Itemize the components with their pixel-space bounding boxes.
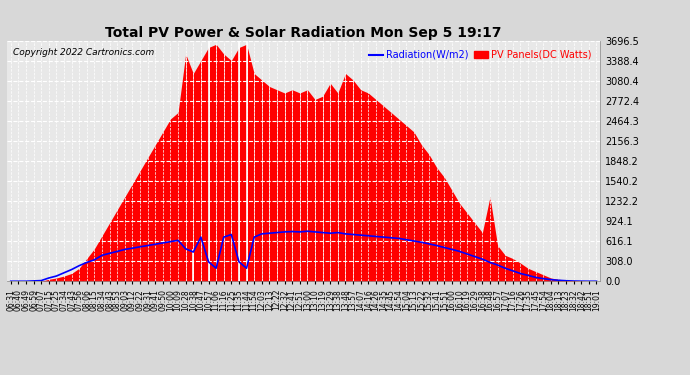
Title: Total PV Power & Solar Radiation Mon Sep 5 19:17: Total PV Power & Solar Radiation Mon Sep… bbox=[106, 26, 502, 40]
Text: Copyright 2022 Cartronics.com: Copyright 2022 Cartronics.com bbox=[13, 48, 154, 57]
Legend: Radiation(W/m2), PV Panels(DC Watts): Radiation(W/m2), PV Panels(DC Watts) bbox=[365, 46, 595, 64]
